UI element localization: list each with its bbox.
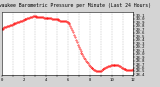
Text: Milwaukee Barometric Pressure per Minute (Last 24 Hours): Milwaukee Barometric Pressure per Minute… <box>0 3 151 8</box>
